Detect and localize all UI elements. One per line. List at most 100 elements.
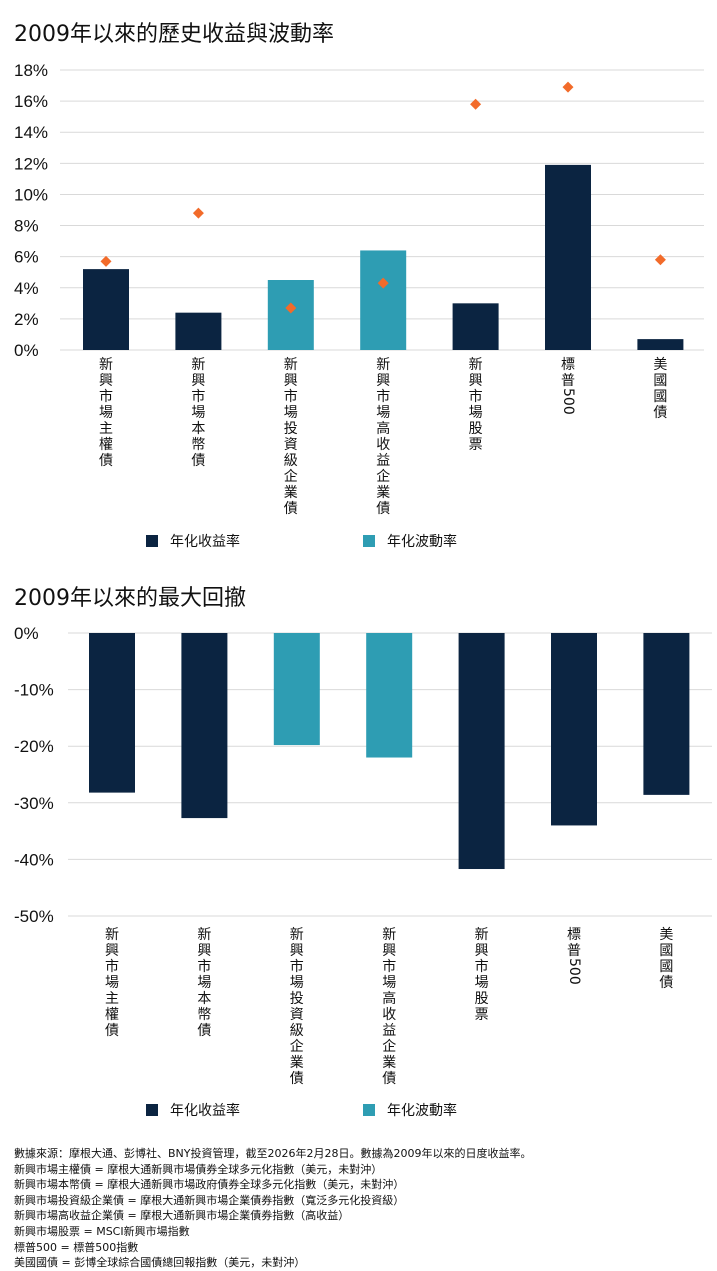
x-tick-char: 國 — [653, 389, 667, 405]
chart2-legend-returns-label: 年化收益率 — [170, 1103, 240, 1119]
x-tick-char: 興 — [99, 373, 113, 389]
x-tick-label: 美國國債 — [659, 927, 673, 991]
x-tick-label: 新興市場主權債 — [105, 927, 119, 1039]
x-tick-char: 新 — [197, 927, 211, 943]
chart2-title: 2009年以來的最大回撤 — [14, 586, 246, 611]
x-tick-char: 新 — [469, 357, 483, 373]
volatility-point — [100, 255, 112, 267]
x-tick-char: 債 — [376, 501, 390, 517]
x-tick-char: 市 — [382, 958, 396, 975]
chart1-title: 2009年以來的歷史收益與波動率 — [14, 22, 334, 47]
x-tick-char: 收 — [382, 1007, 396, 1023]
x-tick-char: 標 — [561, 357, 575, 373]
x-tick-char: 場 — [284, 405, 298, 421]
bar — [89, 633, 135, 793]
x-tick-char: 新 — [290, 927, 304, 943]
chart1-plot: 0%2%4%6%8%10%12%14%16%18%新興市場主權債新興市場本幣債新… — [14, 61, 704, 517]
x-tick-char: 級 — [284, 453, 298, 469]
bar — [83, 269, 129, 350]
bar — [643, 633, 690, 795]
x-tick-char: 場 — [191, 405, 205, 421]
x-tick-char: 場 — [197, 975, 211, 991]
bar — [452, 303, 499, 350]
x-tick-label: 新興市場股票 — [475, 927, 489, 1023]
x-tick-char: 場 — [290, 975, 304, 991]
volatility-point — [192, 207, 204, 219]
x-tick-char: 國 — [653, 373, 667, 389]
x-tick-char: 高 — [382, 990, 396, 1007]
x-tick-char: 市 — [475, 958, 489, 975]
x-tick-char: 業 — [382, 1055, 396, 1071]
y-tick-label: -40% — [14, 850, 54, 869]
note-line: 新興市場主權債 = 摩根大通新興市場債券全球多元化指數（美元，未對沖） — [14, 1162, 383, 1176]
x-tick-char: 新 — [382, 927, 396, 943]
x-tick-char: 市 — [284, 388, 298, 405]
x-tick-char: 債 — [653, 405, 667, 421]
y-tick-label: 12% — [14, 154, 48, 173]
x-tick-char: 普 — [561, 373, 575, 389]
x-tick-char: 本 — [191, 421, 205, 437]
y-tick-label: -30% — [14, 794, 54, 813]
x-tick-char: 場 — [469, 405, 483, 421]
x-tick-char: 新 — [376, 357, 390, 373]
chart2-legend-volatility: 年化波動率 — [363, 1100, 457, 1120]
x-tick-char: 級 — [290, 1023, 304, 1039]
note-line: 數據來源：摩根大通、彭博社、BNY投資管理，截至2026年2月28日。數據為20… — [14, 1147, 532, 1160]
chart1-legend-returns: 年化收益率 — [146, 531, 240, 551]
x-tick-char: 資 — [284, 437, 298, 453]
source-notes: 數據來源：摩根大通、彭博社、BNY投資管理，截至2026年2月28日。數據為20… — [14, 1146, 714, 1271]
x-tick-char: 市 — [290, 958, 304, 975]
x-tick-char: 本 — [197, 991, 211, 1007]
x-tick-char: 債 — [197, 1023, 211, 1039]
x-tick-char: 市 — [99, 388, 113, 405]
x-tick-label: 標普 — [567, 927, 581, 959]
x-tick-char: 企 — [382, 1038, 396, 1055]
x-tick-char: 權 — [99, 437, 113, 453]
x-tick-char: 興 — [376, 373, 390, 389]
x-tick-char: 興 — [197, 943, 211, 959]
x-tick-char: 主 — [105, 991, 119, 1007]
legend-swatch-teal — [363, 1104, 375, 1116]
x-tick-char: 國 — [659, 959, 673, 975]
y-tick-label: 18% — [14, 61, 48, 80]
bar — [637, 339, 684, 350]
note-line: 美國國債 = 彭博全球綜合國債總回報指數（美元，未對沖） — [14, 1256, 306, 1270]
legend-swatch-dark — [146, 1104, 158, 1116]
chart2-legend-returns: 年化收益率 — [146, 1100, 240, 1120]
x-tick-char: 業 — [290, 1055, 304, 1071]
bar — [181, 633, 228, 819]
x-tick-label: 美國國債 — [653, 357, 667, 421]
y-tick-label: 0% — [14, 624, 39, 643]
x-tick-char: 興 — [290, 943, 304, 959]
y-tick-label: -20% — [14, 737, 54, 756]
x-tick-label: 新興市場本幣債 — [197, 927, 211, 1039]
volatility-point — [470, 98, 482, 110]
x-tick-char: 企 — [284, 468, 298, 485]
x-tick-label-part: 500 — [566, 958, 582, 985]
x-tick-char: 幣 — [197, 1007, 211, 1023]
note-line: 新興市場股票 = MSCI新興市場指數 — [14, 1224, 190, 1238]
x-tick-char: 債 — [382, 1071, 396, 1087]
y-tick-label: 10% — [14, 185, 48, 204]
note-line: 新興市場投資級企業債 = 摩根大通新興市場企業債券指數（寬泛多元化投資級） — [14, 1193, 405, 1207]
note-line: 標普500 = 標普500指數 — [14, 1240, 139, 1254]
note-line: 新興市場高收益企業債 = 摩根大通新興市場企業債券指數（高收益） — [14, 1209, 350, 1223]
x-tick-char: 市 — [376, 388, 390, 405]
x-tick-char: 股 — [469, 421, 483, 437]
x-tick-char: 收 — [376, 437, 390, 453]
x-tick-char: 債 — [191, 453, 205, 469]
note-line: 新興市場本幣債 = 摩根大通新興市場政府債券全球多元化指數（美元，未對沖） — [14, 1178, 405, 1192]
x-tick-label: 新興市場投資級企業債 — [290, 927, 304, 1087]
y-tick-label: 8% — [14, 217, 39, 236]
bar — [175, 312, 222, 350]
x-tick-char: 場 — [105, 975, 119, 991]
x-tick-char: 普 — [567, 943, 581, 959]
x-tick-label: 新興市場股票 — [469, 357, 483, 453]
bar — [545, 164, 591, 350]
volatility-point — [654, 254, 666, 266]
x-tick-label: 新興市場高收益企業債 — [382, 927, 396, 1087]
volatility-point — [377, 277, 389, 289]
x-tick-char: 興 — [475, 943, 489, 959]
x-tick-char: 業 — [284, 485, 298, 501]
x-tick-char: 興 — [105, 943, 119, 959]
